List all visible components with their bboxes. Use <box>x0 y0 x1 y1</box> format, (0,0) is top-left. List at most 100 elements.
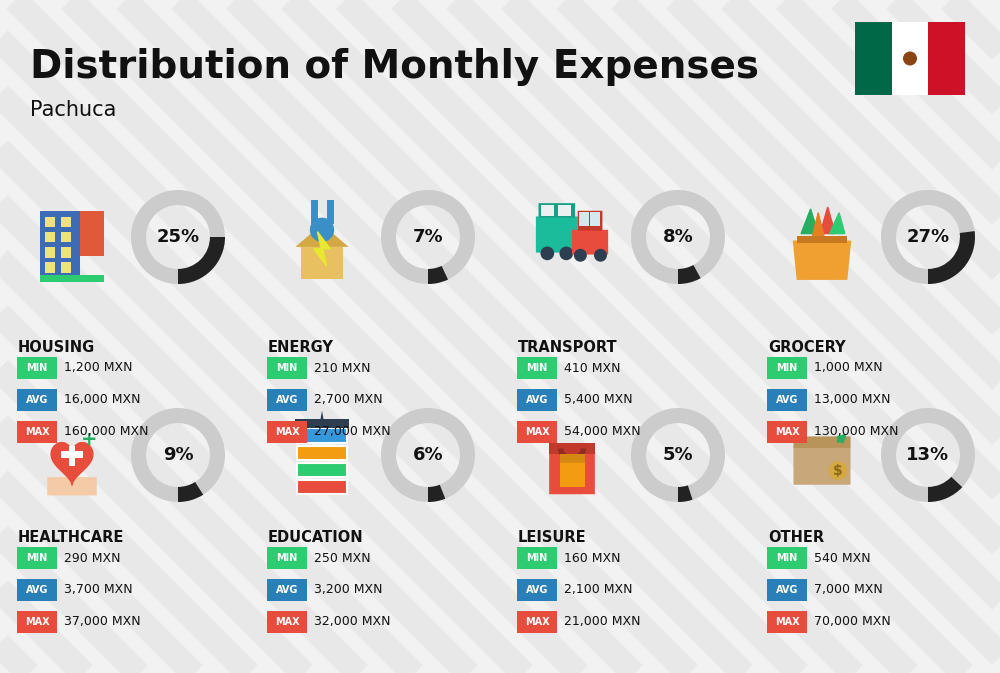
FancyBboxPatch shape <box>892 22 928 95</box>
FancyBboxPatch shape <box>297 446 347 460</box>
FancyBboxPatch shape <box>297 429 347 443</box>
FancyBboxPatch shape <box>267 421 307 443</box>
FancyBboxPatch shape <box>45 217 55 227</box>
Polygon shape <box>295 224 349 247</box>
FancyBboxPatch shape <box>590 212 600 226</box>
FancyBboxPatch shape <box>767 389 807 411</box>
Text: 13%: 13% <box>906 446 950 464</box>
Text: 27,000 MXN: 27,000 MXN <box>314 425 391 439</box>
Text: 410 MXN: 410 MXN <box>564 361 620 374</box>
FancyBboxPatch shape <box>17 611 57 633</box>
Polygon shape <box>830 213 845 234</box>
Text: 27%: 27% <box>906 228 950 246</box>
Text: AVG: AVG <box>276 585 298 595</box>
Text: 5,400 MXN: 5,400 MXN <box>564 394 633 406</box>
FancyBboxPatch shape <box>267 389 307 411</box>
Text: MAX: MAX <box>525 617 549 627</box>
Text: TRANSPORT: TRANSPORT <box>518 340 618 355</box>
Polygon shape <box>812 213 824 236</box>
Text: MAX: MAX <box>25 427 49 437</box>
Wedge shape <box>131 190 225 284</box>
FancyBboxPatch shape <box>767 611 807 633</box>
FancyBboxPatch shape <box>17 547 57 569</box>
Text: 9%: 9% <box>163 446 193 464</box>
Text: EDUCATION: EDUCATION <box>268 530 364 545</box>
Polygon shape <box>794 241 850 279</box>
Text: 130,000 MXN: 130,000 MXN <box>814 425 898 439</box>
Wedge shape <box>428 485 445 502</box>
Text: 290 MXN: 290 MXN <box>64 551 120 565</box>
Text: MAX: MAX <box>775 617 799 627</box>
Text: 7%: 7% <box>413 228 443 246</box>
Text: 1,200 MXN: 1,200 MXN <box>64 361 132 374</box>
Text: HEALTHCARE: HEALTHCARE <box>18 530 124 545</box>
Text: AVG: AVG <box>776 585 798 595</box>
FancyBboxPatch shape <box>17 357 57 379</box>
Text: 16,000 MXN: 16,000 MXN <box>64 394 140 406</box>
Text: 70,000 MXN: 70,000 MXN <box>814 616 891 629</box>
FancyBboxPatch shape <box>517 357 557 379</box>
Wedge shape <box>178 237 225 284</box>
FancyBboxPatch shape <box>767 421 807 443</box>
Text: OTHER: OTHER <box>768 530 824 545</box>
Circle shape <box>540 246 554 260</box>
Text: 37,000 MXN: 37,000 MXN <box>64 616 141 629</box>
Text: 3,700 MXN: 3,700 MXN <box>64 583 133 596</box>
Text: 540 MXN: 540 MXN <box>814 551 871 565</box>
Text: 13,000 MXN: 13,000 MXN <box>814 394 891 406</box>
Text: 2,700 MXN: 2,700 MXN <box>314 394 383 406</box>
FancyBboxPatch shape <box>549 452 595 494</box>
Text: $: $ <box>833 464 843 478</box>
FancyBboxPatch shape <box>793 436 851 448</box>
Text: Distribution of Monthly Expenses: Distribution of Monthly Expenses <box>30 48 759 86</box>
Circle shape <box>903 52 917 65</box>
FancyBboxPatch shape <box>767 357 807 379</box>
Text: ENERGY: ENERGY <box>268 340 334 355</box>
FancyBboxPatch shape <box>297 480 347 494</box>
FancyBboxPatch shape <box>549 443 595 454</box>
FancyBboxPatch shape <box>579 212 589 226</box>
FancyBboxPatch shape <box>517 611 557 633</box>
Text: 8%: 8% <box>663 228 693 246</box>
FancyBboxPatch shape <box>767 547 807 569</box>
Text: LEISURE: LEISURE <box>518 530 587 545</box>
Polygon shape <box>801 209 818 234</box>
Text: 3,200 MXN: 3,200 MXN <box>314 583 382 596</box>
FancyBboxPatch shape <box>572 229 608 254</box>
Text: 5%: 5% <box>663 446 693 464</box>
Text: AVG: AVG <box>526 395 548 405</box>
Text: MIN: MIN <box>776 363 798 373</box>
Text: AVG: AVG <box>26 395 48 405</box>
FancyBboxPatch shape <box>797 236 847 243</box>
Polygon shape <box>51 443 93 485</box>
Circle shape <box>594 249 607 262</box>
Text: MIN: MIN <box>26 363 48 373</box>
FancyBboxPatch shape <box>61 232 71 242</box>
Text: 160 MXN: 160 MXN <box>564 551 620 565</box>
Text: MAX: MAX <box>275 617 299 627</box>
Wedge shape <box>881 190 975 284</box>
Wedge shape <box>678 485 693 502</box>
Text: 25%: 25% <box>156 228 200 246</box>
FancyBboxPatch shape <box>267 357 307 379</box>
FancyBboxPatch shape <box>61 262 71 273</box>
Circle shape <box>559 246 573 260</box>
FancyBboxPatch shape <box>578 211 602 231</box>
Text: 2,100 MXN: 2,100 MXN <box>564 583 633 596</box>
FancyBboxPatch shape <box>855 22 892 95</box>
Wedge shape <box>631 190 725 284</box>
Polygon shape <box>319 411 325 428</box>
FancyBboxPatch shape <box>560 454 585 487</box>
Text: 160,000 MXN: 160,000 MXN <box>64 425 148 439</box>
Polygon shape <box>820 207 835 234</box>
FancyBboxPatch shape <box>61 247 71 258</box>
Text: Pachuca: Pachuca <box>30 100 116 120</box>
Text: 1,000 MXN: 1,000 MXN <box>814 361 883 374</box>
Wedge shape <box>381 408 475 502</box>
FancyBboxPatch shape <box>40 275 104 282</box>
FancyBboxPatch shape <box>517 389 557 411</box>
FancyBboxPatch shape <box>40 211 80 279</box>
FancyBboxPatch shape <box>297 462 347 477</box>
Text: MIN: MIN <box>776 553 798 563</box>
Text: AVG: AVG <box>276 395 298 405</box>
